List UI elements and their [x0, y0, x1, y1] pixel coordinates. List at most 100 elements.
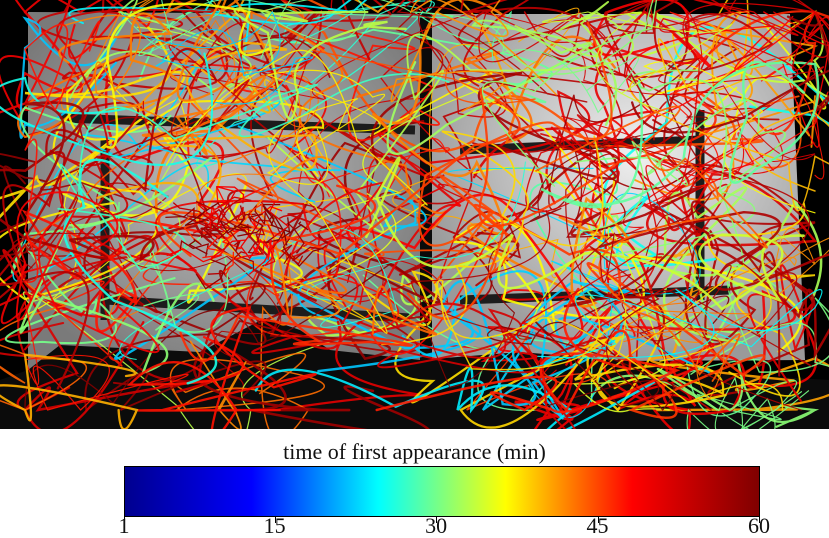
trajectory-line [157, 87, 624, 258]
trajectory-line [419, 116, 708, 388]
colorbar-tick-label: 45 [586, 513, 609, 538]
trajectory-line [24, 301, 189, 411]
trajectory-cluster-line [237, 213, 265, 237]
trajectory-line [260, 0, 639, 114]
trajectory-line [0, 101, 139, 299]
colorbar-tick-label: 15 [263, 513, 286, 538]
trajectory-line [285, 84, 450, 198]
trajectory-cluster-line [248, 203, 275, 227]
trajectory-cluster-line [221, 226, 252, 250]
trajectory-line [365, 156, 805, 311]
trajectory-cluster-line [229, 230, 241, 251]
trajectory-line [598, 210, 829, 360]
trajectory-cluster-line [247, 241, 272, 255]
trajectory-cluster-line [288, 223, 305, 254]
trajectory-cluster-line [267, 202, 290, 238]
trajectory-line [495, 288, 823, 373]
trajectory-line [256, 238, 438, 336]
trajectory-line [629, 38, 829, 212]
trajectory-cluster-line [278, 212, 303, 226]
colorbar-tick-label: 1 [118, 513, 130, 538]
trajectory-line [621, 214, 802, 411]
trajectory-line [24, 20, 100, 283]
trajectory-line [142, 21, 308, 157]
trajectory-cluster-line [205, 220, 247, 240]
trajectory-line [662, 186, 823, 344]
trajectory-line [80, 86, 341, 203]
trajectory-line [63, 158, 218, 385]
trajectory-line [24, 0, 205, 240]
trajectory-line [0, 101, 317, 302]
trajectory-line [4, 106, 176, 345]
trajectory-cluster-line [172, 202, 215, 232]
trajectory-line [165, 0, 277, 156]
trajectory-line [481, 0, 658, 187]
trajectory-line [623, 302, 751, 401]
trajectory-line [541, 11, 733, 116]
trajectory-line [11, 232, 282, 359]
trajectory-line [472, 127, 818, 247]
trajectory-line [590, 264, 772, 383]
trajectory-line [186, 17, 440, 160]
trajectory-line [179, 184, 413, 362]
trajectory-line [523, 0, 771, 141]
trajectory-line [672, 0, 817, 92]
trajectory-line [466, 237, 655, 411]
trajectory-cluster-line [200, 223, 226, 239]
colorbar-tick-label: 60 [748, 513, 770, 538]
trajectory-line [437, 143, 659, 301]
trajectory-line [40, 36, 331, 229]
trajectory-cluster-line [165, 207, 209, 222]
colorbar-legend: time of first appearance (min) 1 15 30 45 60 [0, 429, 829, 537]
trajectory-line [626, 227, 829, 343]
trajectory-cluster-line [278, 244, 304, 265]
trajectory-cluster-line [263, 207, 291, 233]
trajectory-line [436, 279, 784, 411]
trajectory-line [369, 72, 623, 249]
trajectory-cluster-line [281, 221, 309, 239]
trajectory-line [233, 7, 407, 120]
trajectory-cluster-line [216, 198, 242, 226]
trajectory-line [593, 0, 712, 68]
trajectory-cluster-line [217, 196, 252, 217]
colorbar-tick-label: 30 [425, 513, 448, 538]
colorbar-tick-mark [124, 517, 125, 523]
trajectory-line [371, 0, 629, 308]
trajectory-line [625, 11, 829, 119]
trajectory-line [0, 56, 325, 301]
trajectory-cluster-line [166, 248, 222, 263]
trajectory-cluster-line [248, 239, 272, 275]
trajectory-line [265, 69, 388, 334]
trajectory-photo [0, 0, 829, 455]
trajectory-cluster-line [184, 202, 220, 227]
trajectory-line [0, 263, 120, 325]
trajectory-cluster-line [191, 208, 231, 230]
trajectory-line [390, 0, 558, 113]
trajectory-cluster-line [195, 258, 227, 290]
colorbar-tick-mark [759, 517, 760, 523]
colorbar-tick-mark [597, 517, 599, 523]
colorbar-tick-mark [436, 517, 438, 523]
trajectory-cluster-line [197, 189, 237, 220]
trajectory-cluster-line [234, 206, 245, 222]
trajectory-line [49, 6, 250, 218]
trajectory-line [560, 0, 825, 202]
trajectory-cluster-line [255, 225, 266, 243]
trajectory-line [139, 10, 314, 105]
colorbar [124, 466, 760, 517]
trajectory-line [623, 10, 829, 99]
trajectory-line [690, 263, 829, 375]
trajectory-line [190, 102, 510, 284]
trajectory-line [454, 23, 780, 153]
trajectory-line [0, 48, 218, 390]
colorbar-tick-mark [274, 517, 276, 523]
trajectory-cluster-line [200, 226, 223, 239]
trajectory-cluster-line [216, 185, 245, 204]
trajectory-cluster-line [291, 246, 321, 262]
trajectory-line [476, 0, 816, 76]
trajectory-line [106, 2, 272, 149]
trajectory-line [375, 287, 681, 414]
trajectory-line [563, 200, 781, 377]
trajectory-line [15, 191, 160, 354]
trajectory-line [448, 219, 802, 353]
